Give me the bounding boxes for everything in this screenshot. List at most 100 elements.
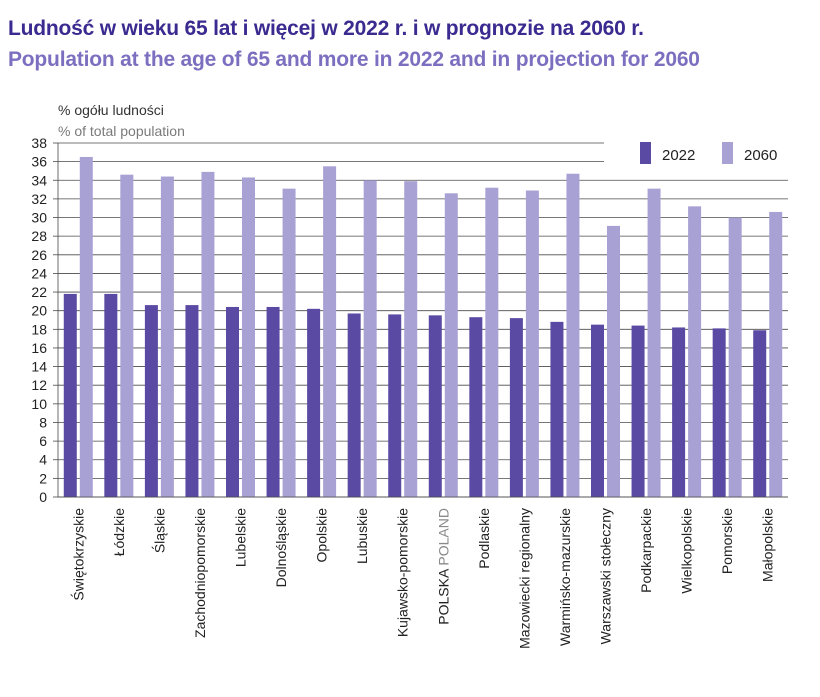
bar-2022 [428,315,442,497]
x-category-label-polish: Świętokrzyskie [69,508,86,601]
x-category-label-polish: Małopolskie [760,508,776,582]
x-category-label-polish: Wielkopolskie [679,508,695,594]
bar-2022 [469,317,483,497]
y-tick-label: 12 [31,377,47,393]
bar-2022 [144,305,158,497]
bar-2022 [185,305,199,497]
bar-2022 [712,328,726,497]
y-tick-label: 22 [31,284,47,300]
x-category-label: Dolnośląskie [273,508,289,588]
x-category-label-polish: Śląskie [150,508,167,553]
x-category-label-polish: Warszawski stołeczny [598,508,614,644]
y-tick-label: 20 [31,303,47,319]
bar-2060 [485,187,499,497]
x-category-label: Kujawsko-pomorskie [395,508,411,637]
y-axis-label-english: % of total population [58,123,185,139]
legend-swatch-2060 [722,142,733,164]
x-category-label-polish: Zachodniopomorskie [192,508,208,638]
bar-2060 [201,171,215,497]
bar-2060 [282,188,296,497]
x-category-label-polish: Warmińsko-mazurskie [557,508,573,646]
y-tick-label: 34 [31,172,47,188]
bar-2060 [160,176,174,497]
x-category-label: Śląskie [150,508,167,553]
bar-2060 [769,211,783,498]
bar-2022 [672,327,686,497]
bar-2060 [525,190,539,497]
bar-2060 [647,188,661,497]
x-category-label-polish: Lubuskie [354,508,370,564]
x-category-label: Małopolskie [760,508,776,582]
bar-2060 [120,174,134,497]
x-category-label: POLSKA POLAND [435,508,451,625]
y-tick-label: 32 [31,191,47,207]
x-category-label: Opolskie [314,508,330,563]
x-category-label: Zachodniopomorskie [192,508,208,638]
x-category-label-polish: Kujawsko-pomorskie [395,508,411,637]
bar-2022 [104,293,118,497]
y-tick-label: 10 [31,396,47,412]
y-tick-label: 18 [31,321,47,337]
bar-2022 [753,330,767,497]
bar-2022 [388,314,402,497]
x-category-label-polish: Dolnośląskie [273,508,289,588]
legend-label-2060: 2060 [744,147,777,164]
x-category-label: Warszawski stołeczny [598,508,614,644]
y-tick-label: 28 [31,228,47,244]
bar-2022 [509,318,523,497]
x-category-label-polish: Łódzkie [111,508,127,556]
x-category-label-polish: Mazowiecki regionalny [516,508,532,649]
y-axis-label-polish: % ogółu ludności [58,102,164,118]
x-category-label: Warmińsko-mazurskie [557,508,573,646]
y-tick-label: 14 [31,359,47,375]
x-category-label: Wielkopolskie [679,508,695,594]
x-category-label-polish: Podlaskie [476,508,492,569]
bar-2022 [307,308,321,497]
legend-label-2022: 2022 [662,147,695,164]
bar-2022 [266,306,280,497]
y-tick-label: 36 [31,154,47,170]
bar-2060 [607,225,620,497]
bar-2060 [363,180,377,497]
y-tick-label: 6 [39,433,47,449]
y-tick-label: 26 [31,247,47,263]
x-category-label: Lubuskie [354,508,370,564]
y-tick-label: 8 [39,414,47,430]
y-tick-label: 30 [31,210,47,226]
bar-2060 [728,217,742,498]
bar-2060 [688,206,702,498]
bar-2022 [63,293,77,497]
x-category-label: Podkarpackie [638,508,654,593]
x-category-label-polish: Lubelskie [233,508,249,567]
x-category-label: Lubelskie [233,508,249,567]
y-tick-label: 2 [39,470,47,486]
bar-2022 [591,324,604,497]
y-tick-label: 38 [31,135,47,151]
bar-2022 [631,325,645,497]
bar-2060 [404,181,418,497]
x-category-label-polish: Podkarpackie [638,508,654,593]
bar-2022 [550,321,564,497]
x-category-label: Świętokrzyskie [69,508,86,601]
y-tick-label: 4 [39,452,47,468]
x-category-label-polish: Pomorskie [719,508,735,574]
bar-2060 [323,166,337,497]
x-category-label: Mazowiecki regionalny [516,508,532,649]
chart-title-polish: Ludność w wieku 65 lat i więcej w 2022 r… [8,17,644,40]
bar-2060 [444,193,458,497]
y-tick-label: 0 [39,489,47,505]
bar-2060 [79,156,93,497]
bar-2060 [242,177,255,497]
x-category-label-english: POLAND [435,508,451,569]
x-category-label: Podlaskie [476,508,492,569]
legend-swatch-2022 [640,142,651,164]
x-category-label: Łódzkie [111,508,127,556]
bar-2060 [566,173,580,497]
bar-2022 [226,306,239,497]
x-category-label: Pomorskie [719,508,735,574]
x-category-label-polish: POLSKA [435,568,451,625]
y-tick-label: 16 [31,340,47,356]
bar-2022 [347,313,361,497]
y-tick-label: 24 [31,265,47,281]
